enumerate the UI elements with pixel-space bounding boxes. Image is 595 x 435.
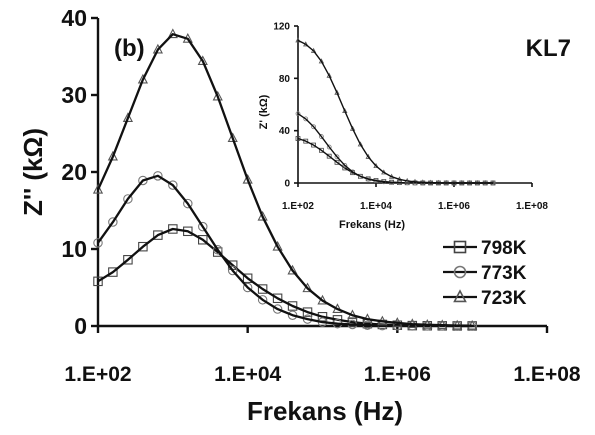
- data-point: [212, 245, 223, 255]
- series-line: [97, 174, 473, 328]
- x-axis-title: Frekans (Hz): [339, 219, 405, 231]
- data-point: [242, 173, 253, 184]
- series-line: [96, 33, 473, 327]
- data-point: [92, 183, 104, 194]
- data-point: [302, 282, 313, 293]
- data-point: [365, 153, 371, 159]
- data-point: [198, 221, 208, 232]
- data-point: [311, 142, 316, 148]
- x-tick-label: 1.E+06: [364, 363, 431, 386]
- data-point: [318, 134, 324, 139]
- data-point: [183, 198, 193, 209]
- data-point: [137, 73, 149, 84]
- x-tick-label: 1.E+06: [438, 201, 470, 212]
- sample-annotation: KL7: [526, 35, 571, 62]
- y-tick-label: 40: [279, 126, 291, 137]
- data-point: [93, 238, 103, 248]
- data-point: [167, 28, 178, 39]
- x-tick-label: 1.E+08: [516, 201, 548, 212]
- data-point: [334, 154, 340, 160]
- y-tick-label: 40: [61, 5, 87, 31]
- data-point: [334, 159, 340, 165]
- panel-label: (b): [114, 35, 145, 62]
- data-point: [242, 273, 253, 284]
- data-point: [302, 307, 313, 317]
- x-tick-label: 1.E+04: [214, 363, 281, 386]
- data-point: [197, 55, 208, 66]
- series-line: [297, 39, 493, 184]
- data-point: [227, 265, 238, 276]
- series-798K: [93, 224, 477, 331]
- data-point: [122, 112, 134, 123]
- y-axis-title: Z'' (kΩ): [18, 128, 48, 216]
- data-point: [326, 144, 332, 150]
- data-point: [257, 210, 268, 221]
- y-tick-label: 120: [273, 22, 290, 33]
- series-723K: [295, 37, 496, 186]
- y-tick-label: 20: [61, 159, 87, 185]
- data-point: [326, 153, 332, 159]
- series-773K: [93, 171, 477, 331]
- legend-label: 798K: [481, 238, 527, 259]
- data-point: [287, 264, 298, 275]
- x-tick-label: 1.E+04: [360, 201, 392, 212]
- data-point: [349, 125, 356, 131]
- data-point: [272, 304, 283, 314]
- data-point: [153, 171, 163, 181]
- y-tick-label: 80: [279, 74, 291, 85]
- data-point: [272, 240, 283, 251]
- legend-label: 723K: [481, 288, 527, 309]
- x-tick-label: 1.E+02: [282, 201, 314, 212]
- data-point: [138, 175, 148, 186]
- series-773K: [295, 111, 496, 186]
- legend-item-773K: 773K: [443, 263, 527, 284]
- data-point: [272, 293, 283, 304]
- data-point: [257, 295, 268, 305]
- y-tick-label: 0: [74, 313, 87, 339]
- data-point: [295, 111, 301, 117]
- legend-marker: [453, 240, 467, 254]
- y-axis-title: Z' (kΩ): [258, 94, 270, 129]
- x-tick-label: 1.E+08: [513, 363, 580, 386]
- data-point: [295, 37, 301, 43]
- data-point: [242, 282, 253, 293]
- data-point: [108, 217, 118, 227]
- data-point: [287, 301, 298, 311]
- data-point: [303, 116, 309, 122]
- data-point: [153, 230, 163, 240]
- data-point: [342, 162, 348, 168]
- data-point: [123, 255, 133, 265]
- data-point: [107, 150, 118, 161]
- data-point: [93, 276, 103, 287]
- data-point: [138, 241, 148, 252]
- x-axis-title: Frekans (Hz): [247, 396, 403, 426]
- data-point: [168, 180, 178, 190]
- legend-label: 773K: [481, 263, 527, 284]
- data-point: [350, 169, 356, 175]
- x-tick-label: 1.E+02: [64, 363, 131, 386]
- legend-marker: [453, 289, 467, 303]
- legend-marker: [453, 265, 467, 279]
- data-point: [311, 124, 316, 130]
- y-tick-label: 30: [61, 82, 87, 108]
- inset-plot: 0 40 80 120 1.E+02 1.E+04 1.E+06 1.E+08 Frekans …: [258, 22, 548, 232]
- data-point: [257, 284, 268, 294]
- data-point: [198, 235, 208, 245]
- series-723K: [92, 28, 478, 330]
- legend-item-723K: 723K: [443, 288, 527, 309]
- data-point: [357, 141, 364, 147]
- data-point: [318, 147, 324, 153]
- main-plot: 0 10 20 30 40 1.E+02 1.E+04 1.E+06 1.E+08 Frekans…: [18, 5, 581, 426]
- y-tick-label: 0: [284, 179, 290, 190]
- data-point: [108, 267, 118, 277]
- y-tick-label: 10: [61, 236, 87, 262]
- legend-item-798K: 798K: [443, 238, 527, 259]
- data-point: [123, 194, 133, 204]
- legend: 798K 773K 723K: [443, 238, 527, 309]
